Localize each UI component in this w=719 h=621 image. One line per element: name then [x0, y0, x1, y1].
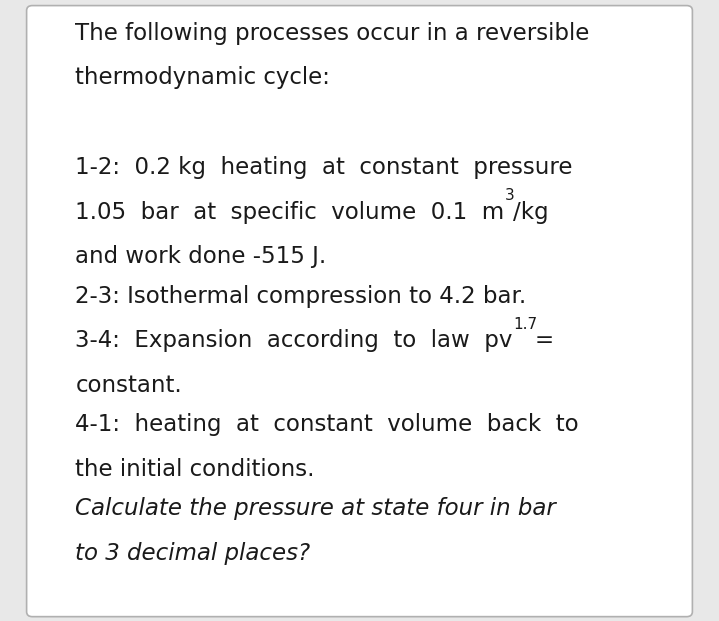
- Text: 2-3: Isothermal compression to 4.2 bar.: 2-3: Isothermal compression to 4.2 bar.: [75, 284, 527, 307]
- Text: thermodynamic cycle:: thermodynamic cycle:: [75, 66, 330, 89]
- Text: /kg: /kg: [513, 201, 549, 224]
- Text: The following processes occur in a reversible: The following processes occur in a rever…: [75, 22, 590, 45]
- Text: 3: 3: [505, 188, 515, 203]
- Text: constant.: constant.: [75, 374, 182, 397]
- Text: 1.05  bar  at  specific  volume  0.1  m: 1.05 bar at specific volume 0.1 m: [75, 201, 505, 224]
- Text: the initial conditions.: the initial conditions.: [75, 458, 315, 481]
- Text: 3-4:  Expansion  according  to  law  pv: 3-4: Expansion according to law pv: [75, 329, 513, 352]
- Text: 1.7: 1.7: [513, 317, 537, 332]
- Text: 3: 3: [505, 188, 515, 203]
- Text: Calculate the pressure at state four in bar: Calculate the pressure at state four in …: [75, 497, 557, 520]
- Text: 4-1:  heating  at  constant  volume  back  to: 4-1: heating at constant volume back to: [75, 414, 579, 437]
- Text: and work done -515 J.: and work done -515 J.: [75, 245, 326, 268]
- Text: =: =: [535, 329, 554, 352]
- Text: to 3 decimal places?: to 3 decimal places?: [75, 542, 311, 565]
- Text: 1-2:  0.2 kg  heating  at  constant  pressure: 1-2: 0.2 kg heating at constant pressure: [75, 156, 573, 179]
- Text: 1.7: 1.7: [513, 317, 537, 332]
